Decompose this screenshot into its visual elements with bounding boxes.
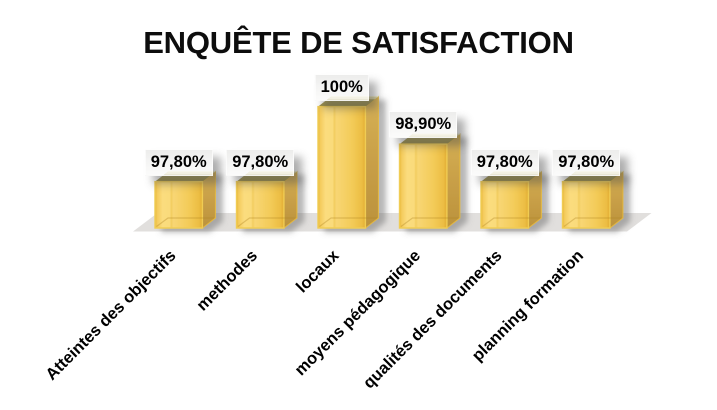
value-label-planning-formation: 97,80% xyxy=(552,148,621,176)
value-label-moyens-pedagogique: 98,90% xyxy=(389,111,458,139)
bar-locaux xyxy=(317,95,379,230)
bar-qualites-des-documents xyxy=(480,170,542,230)
value-label-qualites-des-documents: 97,80% xyxy=(470,148,539,176)
bar-moyens-pedagogique xyxy=(398,133,461,230)
category-label-atteintes-des-objectifs: Atteintes des objectifs xyxy=(42,247,179,384)
chart-title: ENQUÊTE DE SATISFACTION xyxy=(143,25,574,60)
bar-atteintes-des-objectifs xyxy=(154,170,216,230)
value-label-atteintes-des-objectifs: 97,80% xyxy=(144,148,213,176)
bar-planning-formation xyxy=(561,170,624,230)
value-label-locaux: 100% xyxy=(314,73,369,101)
value-label-methodes: 97,80% xyxy=(226,148,295,176)
category-label-locaux: locaux xyxy=(293,246,343,296)
category-label-qualites-des-documents: qualités des documents xyxy=(360,247,506,393)
bar-methodes xyxy=(235,170,298,230)
category-label-methodes: methodes xyxy=(193,247,261,315)
